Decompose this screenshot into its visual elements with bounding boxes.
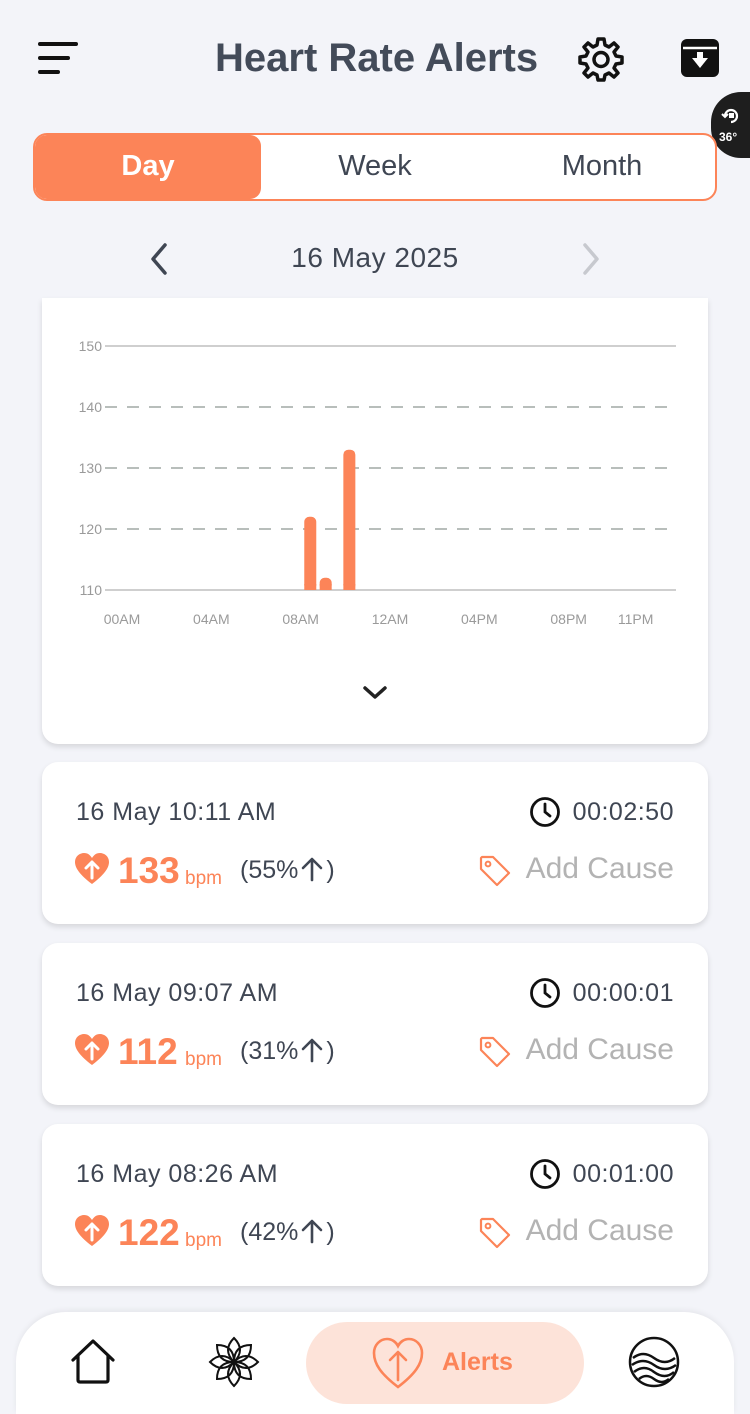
- bpm-value: 122: [118, 1212, 180, 1253]
- arrow-up-icon: [302, 1039, 323, 1063]
- y-tick-label: 140: [79, 399, 103, 415]
- arrow-up-icon: [302, 858, 323, 882]
- x-tick-label: 04PM: [461, 611, 498, 627]
- rotate-icon: [721, 108, 739, 124]
- add-cause-button[interactable]: Add Cause: [525, 1033, 674, 1066]
- x-tick-label: 12AM: [372, 611, 409, 627]
- percent-close: ): [326, 1037, 335, 1065]
- percent-close: ): [326, 856, 335, 884]
- y-tick-label: 120: [79, 521, 103, 537]
- add-cause-button[interactable]: Add Cause: [525, 852, 674, 885]
- add-cause-button[interactable]: Add Cause: [525, 1214, 674, 1247]
- tab-day[interactable]: Day: [35, 135, 261, 199]
- menu-icon[interactable]: [38, 42, 80, 76]
- chart-bar: [304, 516, 317, 590]
- bpm-unit: bpm: [185, 1049, 222, 1070]
- chevron-right-icon[interactable]: [575, 242, 605, 276]
- download-box-icon[interactable]: [680, 38, 720, 78]
- chart-bar-base: [319, 584, 332, 590]
- chevron-left-icon[interactable]: [145, 242, 175, 276]
- rotate-badge-label: 36°: [719, 130, 738, 144]
- alert-duration: 00:00:01: [572, 979, 674, 1007]
- app-header: Heart Rate Alerts 36°: [0, 0, 750, 158]
- home-icon[interactable]: [68, 1336, 118, 1386]
- y-tick-label: 130: [79, 460, 103, 476]
- percent-close: ): [326, 1218, 335, 1246]
- flower-icon[interactable]: [208, 1336, 260, 1388]
- chevron-down-icon[interactable]: [357, 678, 393, 708]
- percent-increase: (42%): [240, 1218, 335, 1247]
- tab-month[interactable]: Month: [561, 150, 643, 182]
- x-tick-label: 11PM: [618, 611, 654, 627]
- nav-alerts-tab[interactable]: Alerts: [306, 1322, 584, 1404]
- heart-rate-chart-card: 150 140 130 120 110 00AM 04AM 08AM 12AM 04PM 08PM 1…: [42, 298, 708, 744]
- tag-icon[interactable]: [478, 1216, 512, 1250]
- percent-value: (55%: [240, 856, 299, 884]
- period-tabs: Day Week Month: [33, 133, 717, 201]
- chart-bar: [343, 449, 356, 590]
- alert-time: 16 May 10:11 AM: [76, 798, 277, 826]
- percent-value: (42%: [240, 1218, 299, 1246]
- nav-alerts-label: Alerts: [442, 1348, 513, 1376]
- current-date: 16 May 2025: [291, 242, 459, 273]
- tag-icon[interactable]: [478, 1035, 512, 1069]
- gear-icon[interactable]: [578, 36, 624, 82]
- clock-icon: [530, 978, 560, 1008]
- clock-icon: [530, 1159, 560, 1189]
- bpm-value: 133: [118, 850, 180, 891]
- tag-icon[interactable]: [478, 854, 512, 888]
- percent-increase: (55%): [240, 856, 335, 885]
- page-title: Heart Rate Alerts: [215, 36, 539, 80]
- alert-card[interactable]: 16 May 10:11 AM 00:02:50 133 bpm (55%) A…: [42, 762, 708, 924]
- arrow-up-icon: [302, 1220, 323, 1244]
- x-tick-label: 08PM: [550, 611, 587, 627]
- alert-card[interactable]: 16 May 08:26 AM 00:01:00 122 bpm (42%) A…: [42, 1124, 708, 1286]
- heart-arrow-icon: [75, 853, 109, 884]
- chart-bar-base: [304, 584, 317, 590]
- bpm-unit: bpm: [185, 868, 222, 889]
- tab-week[interactable]: Week: [338, 150, 412, 182]
- clock-icon: [530, 797, 560, 827]
- bottom-navigation: Alerts: [16, 1312, 734, 1414]
- date-navigator: 16 May 2025: [0, 228, 750, 288]
- alert-time: 16 May 09:07 AM: [76, 979, 279, 1007]
- bpm-unit: bpm: [185, 1230, 222, 1251]
- heart-arrow-icon: [75, 1034, 109, 1065]
- x-tick-label: 04AM: [193, 611, 230, 627]
- bpm-value: 112: [118, 1031, 178, 1072]
- x-tick-label: 08AM: [282, 611, 319, 627]
- percent-increase: (31%): [240, 1037, 335, 1066]
- y-tick-label: 150: [79, 338, 103, 354]
- waves-avatar-icon[interactable]: [628, 1336, 680, 1388]
- rotate-screen-badge[interactable]: 36°: [711, 92, 750, 158]
- heart-arrow-icon: [75, 1215, 109, 1246]
- alert-duration: 00:01:00: [572, 1160, 674, 1188]
- heart-arrow-icon: [372, 1337, 424, 1389]
- alert-time: 16 May 08:26 AM: [76, 1160, 279, 1188]
- alert-duration: 00:02:50: [572, 798, 674, 826]
- x-tick-label: 00AM: [104, 611, 141, 627]
- y-tick-label: 110: [80, 582, 103, 598]
- chart-bar-base: [343, 584, 356, 590]
- percent-value: (31%: [240, 1037, 299, 1065]
- alert-card[interactable]: 16 May 09:07 AM 00:00:01 112 bpm (31%) A…: [42, 943, 708, 1105]
